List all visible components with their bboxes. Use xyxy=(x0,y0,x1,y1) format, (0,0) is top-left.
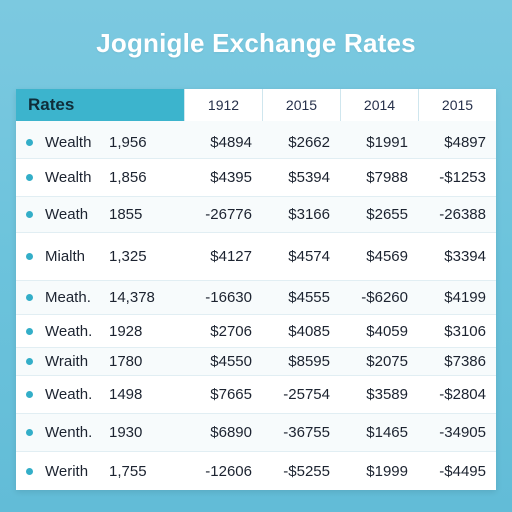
row-value: $3166 xyxy=(288,206,330,223)
row-value: $4555 xyxy=(288,289,330,306)
header-year-1: 1912 xyxy=(184,89,262,121)
row-number: 1,956 xyxy=(109,133,147,151)
row-number: 1928 xyxy=(109,322,143,340)
bullet-icon xyxy=(26,174,33,181)
table-row: Werith 1,755 -12606 -$5255 $1999 -$4495 xyxy=(16,452,496,490)
bullet-icon xyxy=(26,327,33,335)
row-value: -26388 xyxy=(439,206,486,223)
header-year-2: 2015 xyxy=(262,89,340,121)
row-value: $1991 xyxy=(366,133,408,151)
table-row: Weath. 1928 $2706 $4085 $4059 $3106 xyxy=(16,315,496,348)
row-value: -$4495 xyxy=(439,462,486,480)
header-year-4: 2015 xyxy=(418,89,496,121)
row-value: $5394 xyxy=(288,169,330,186)
row-value: $4395 xyxy=(210,169,252,186)
table-row: Wealth 1,956 $4894 $2662 $1991 $4897 xyxy=(16,126,496,159)
row-value: -12606 xyxy=(205,462,252,480)
rates-table: Rates 1912 2015 2014 2015 Wealth 1,956 $… xyxy=(16,89,496,490)
row-name: Wraith xyxy=(45,353,89,370)
bullet-icon xyxy=(26,429,33,436)
row-value: $4127 xyxy=(210,248,252,265)
row-value: $4199 xyxy=(444,289,486,306)
table-row: Meath. 14,378 -16630 $4555 -$6260 $4199 xyxy=(16,281,496,315)
row-number: 1780 xyxy=(109,353,143,370)
table-row: Wenth. 1930 $6890 -36755 $1465 -34905 xyxy=(16,414,496,452)
row-value: $7386 xyxy=(444,353,486,370)
row-number: 1,755 xyxy=(109,462,147,480)
bullet-icon xyxy=(26,358,33,365)
row-value: $7665 xyxy=(210,386,252,403)
row-value: -$6260 xyxy=(361,289,408,306)
table-row: Wealth 1,856 $4395 $5394 $7988 -$1253 xyxy=(16,159,496,197)
row-name: Wealth xyxy=(45,169,92,186)
row-value: $3106 xyxy=(444,322,486,340)
row-value: $4569 xyxy=(366,248,408,265)
row-value: -$2804 xyxy=(439,386,486,403)
row-value: -25754 xyxy=(283,386,330,403)
row-name: Mialth xyxy=(45,248,86,265)
table-row: Mialth 1,325 $4127 $4574 $4569 $3394 xyxy=(16,233,496,281)
row-value: $2075 xyxy=(366,353,408,370)
row-value: $4550 xyxy=(210,353,252,370)
row-number: 1855 xyxy=(109,206,143,223)
row-value: $4059 xyxy=(366,322,408,340)
table-row: Weath 1855 -26776 $3166 $2655 -26388 xyxy=(16,197,496,233)
table-header: Rates 1912 2015 2014 2015 xyxy=(16,89,496,121)
row-value: $3589 xyxy=(366,386,408,403)
row-name: Weath. xyxy=(45,322,93,340)
row-value: $1465 xyxy=(366,424,408,441)
row-name: Wenth. xyxy=(45,424,93,441)
table-row: Weath. 1498 $7665 -25754 $3589 -$2804 xyxy=(16,376,496,414)
row-value: $2655 xyxy=(366,206,408,223)
row-value: -$1253 xyxy=(439,169,486,186)
row-value: $8595 xyxy=(288,353,330,370)
row-value: $2662 xyxy=(288,133,330,151)
row-value: $2706 xyxy=(210,322,252,340)
row-name: Weath xyxy=(45,206,89,223)
row-value: $4894 xyxy=(210,133,252,151)
bullet-icon xyxy=(26,294,33,301)
table-row: Wraith 1780 $4550 $8595 $2075 $7386 xyxy=(16,348,496,376)
row-number: 1,325 xyxy=(109,248,147,265)
bullet-icon xyxy=(26,253,33,260)
row-number: 1498 xyxy=(109,386,143,403)
row-name: Wealth xyxy=(45,133,92,151)
header-rates-label: Rates xyxy=(16,89,184,121)
row-value: -16630 xyxy=(205,289,252,306)
row-number: 14,378 xyxy=(109,289,155,306)
row-name: Meath. xyxy=(45,289,91,306)
row-value: $3394 xyxy=(444,248,486,265)
row-value: $4897 xyxy=(444,133,486,151)
bullet-icon xyxy=(26,391,33,398)
row-name: Werith xyxy=(45,462,89,480)
row-value: -26776 xyxy=(205,206,252,223)
bullet-icon xyxy=(26,138,33,146)
row-value: $4085 xyxy=(288,322,330,340)
header-year-3: 2014 xyxy=(340,89,418,121)
row-number: 1,856 xyxy=(109,169,147,186)
row-value: $7988 xyxy=(366,169,408,186)
row-value: -34905 xyxy=(439,424,486,441)
row-value: -$5255 xyxy=(283,462,330,480)
row-value: $6890 xyxy=(210,424,252,441)
row-name: Weath. xyxy=(45,386,93,403)
row-value: $1999 xyxy=(366,462,408,480)
row-number: 1930 xyxy=(109,424,143,441)
bullet-icon xyxy=(26,467,33,475)
row-value: $4574 xyxy=(288,248,330,265)
page-title: Jognigle Exchange Rates xyxy=(96,28,416,58)
row-value: -36755 xyxy=(283,424,330,441)
bullet-icon xyxy=(26,211,33,218)
